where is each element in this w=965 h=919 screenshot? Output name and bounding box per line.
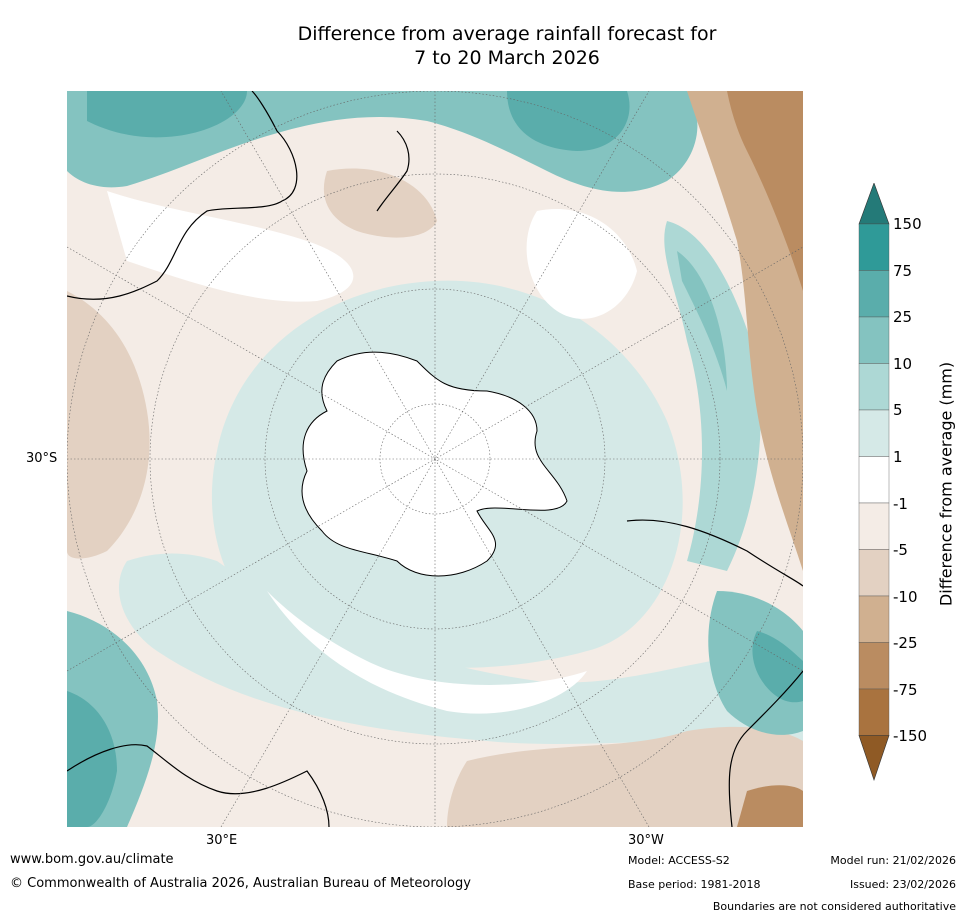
colorbar-tick-150: 150: [893, 215, 922, 233]
colorbar-tick-m75: -75: [893, 681, 918, 699]
colorbar-segment-neutral: [858, 456, 890, 504]
teal-southwest-core: [67, 691, 117, 827]
dry-south-core: [737, 785, 803, 827]
colorbar-tick-m10: -10: [893, 588, 918, 606]
colorbar-segment-1-5: [858, 409, 890, 457]
south-america-coastline: [626, 519, 803, 587]
colorbar-segment-10-25: [858, 316, 890, 364]
teal-right-band: [664, 221, 761, 571]
colorbar-tick-25: 25: [893, 308, 913, 326]
colorbar: [858, 182, 890, 781]
graticule-meridian-60w: [67, 246, 803, 672]
neutral-area-1: [267, 591, 587, 714]
footer-model: Model: ACCESS-S2: [628, 854, 730, 867]
colorbar-tick-1: 1: [893, 448, 903, 466]
colorbar-tick-m1: -1: [893, 495, 908, 513]
colorbar-tick-m150: -150: [893, 727, 928, 745]
dry-west: [67, 291, 150, 559]
footer-issued: Issued: 23/02/2026: [849, 878, 956, 891]
rainfall-map[interactable]: [67, 91, 803, 827]
lon-label-30e: 30°E: [206, 833, 238, 848]
dry-south: [447, 726, 803, 827]
footer-base-period: Base period: 1981-2018: [628, 878, 761, 891]
teal-right-core: [677, 251, 727, 391]
australia-coastline: [67, 91, 298, 300]
footer-url[interactable]: www.bom.gov.au/climate: [10, 852, 174, 867]
colorbar-segment-m5-m1: [858, 502, 890, 550]
footer-model-run: Model run: 21/02/2026: [830, 854, 956, 867]
teal-top-right: [507, 91, 630, 151]
africa-coastline: [67, 744, 330, 827]
colorbar-under-triangle: [858, 735, 890, 781]
title-line-1: Difference from average rainfall forecas…: [297, 23, 717, 45]
colorbar-segment-m25-m10: [858, 595, 890, 643]
colorbar-tick-m25: -25: [893, 634, 918, 652]
colorbar-tick-m5: -5: [893, 541, 908, 559]
dry-northeast-core: [727, 91, 803, 291]
graticule-circle-outer: [149, 173, 721, 745]
footer-copyright: © Commonwealth of Australia 2026, Austra…: [10, 876, 471, 891]
neutral-area-2: [107, 191, 354, 302]
lat-label-30s: 30°S: [26, 451, 58, 466]
new-zealand-coastline: [376, 130, 410, 212]
south-america-east-coast: [728, 670, 803, 827]
title-line-2: 7 to 20 March 2026: [414, 47, 600, 69]
colorbar-segment-m10-m5: [858, 549, 890, 597]
colorbar-segment-75-150: [858, 223, 890, 271]
light-teal-band-south: [118, 553, 803, 751]
colorbar-segment-m75-m25: [858, 642, 890, 690]
dry-nz-region: [323, 168, 437, 238]
colorbar-tick-75: 75: [893, 262, 913, 280]
neutral-area-3: [526, 209, 637, 319]
graticule-circle-mid: [264, 288, 606, 630]
colorbar-title: Difference from average (mm): [936, 361, 956, 607]
colorbar-segment-5-10: [858, 363, 890, 411]
teal-top-core: [87, 91, 247, 138]
antarctica-landmass: [301, 351, 568, 577]
footer-disclaimer: Boundaries are not considered authoritat…: [712, 900, 956, 913]
map-title: Difference from average rainfall forecas…: [0, 22, 965, 70]
colorbar-segment-25-75: [858, 270, 890, 318]
colorbar-tick-5: 5: [893, 401, 903, 419]
colorbar-over-triangle: [858, 182, 890, 225]
lon-label-30w: 30°W: [628, 833, 664, 848]
colorbar-tick-10: 10: [893, 355, 913, 373]
colorbar-segment-m150-m75: [858, 688, 890, 736]
